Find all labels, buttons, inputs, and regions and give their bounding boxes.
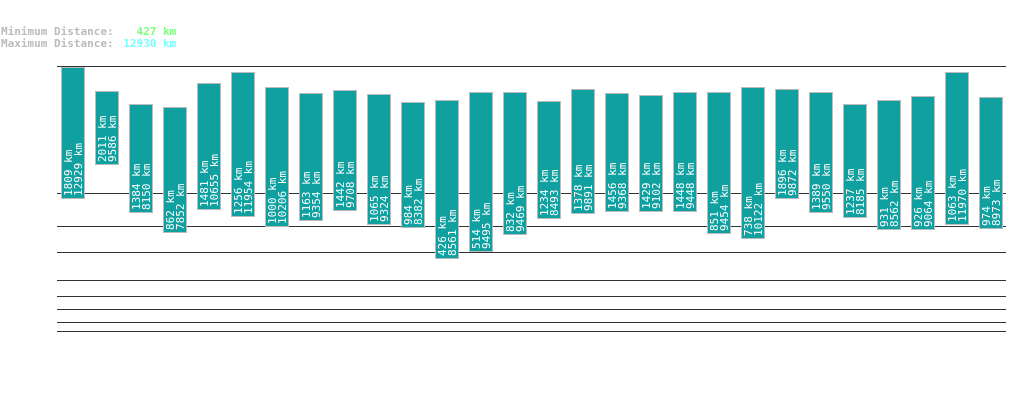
min-distance-label: 974 km [980,186,993,226]
max-distance-label: 9448 km [684,162,697,209]
distance-bar [163,107,187,233]
min-distance-label: 514 km [470,209,483,249]
max-distance-label: 9708 km [344,161,357,208]
min-distance-label: 984 km [402,185,415,225]
distance-bar [231,72,255,217]
min-distance-label: 926 km [912,187,925,227]
max-distance-label: 8382 km [412,178,425,225]
distance-bar [877,100,901,230]
min-distance-label: 1429 km [640,162,653,209]
max-distance-label: 9102 km [650,162,663,209]
min-distance-label: 738 km [742,196,755,236]
distance-bar [979,97,1003,229]
min-distance-label: 426 km [436,216,449,256]
min-distance-label: 1481 km [198,160,211,207]
distance-bar [197,83,221,210]
max-distance-label: 12929 km [72,143,85,196]
distance-bar [911,96,935,230]
max-distance-label: Maximum Distance: [1,37,114,50]
max-distance-label: 8562 km [888,180,901,227]
min-distance-label: 832 km [504,192,517,232]
min-distance-label: 1256 km [232,167,245,214]
distance-bar [775,89,799,199]
distance-bar [333,90,357,211]
distance-bar [265,87,289,227]
max-distance-label: 9064 km [922,180,935,227]
distance-bar [571,89,595,214]
min-distance-label: 1442 km [334,161,347,208]
max-distance-label: 9586 km [106,115,119,162]
distance-bar [605,93,629,212]
max-distance-label: 11970 km [956,169,969,222]
max-distance-label: 9872 km [786,149,799,196]
min-distance-label: 1809 km [62,149,75,196]
min-distance-label: 1448 km [674,162,687,209]
distance-bar [469,92,493,252]
distance-bar [95,91,119,165]
distance-bar [809,92,833,213]
min-distance-label: 1065 km [368,175,381,222]
max-distance-label: 10655 km [208,154,221,207]
max-distance-label: 8973 km [990,179,1003,226]
min-distance-label: 1456 km [606,162,619,209]
min-distance-label: 1896 km [776,149,789,196]
distance-bar [639,95,663,212]
max-distance-label: 9454 km [718,184,731,231]
max-distance-label: 7852 km [174,183,187,230]
distance-bar [367,94,391,225]
min-distance-label: 851 km [708,191,721,231]
min-distance-label: 1163 km [300,171,313,218]
max-distance-label: 8185 km [854,168,867,215]
distance-bar [435,100,459,259]
max-distance-label: 9550 km [820,163,833,210]
max-distance-label: 9368 km [616,162,629,209]
min-distance-label: 1378 km [572,164,585,211]
distance-bar [299,93,323,221]
min-distance-value: 427 km [136,25,177,38]
max-distance-label: 8150 km [140,163,153,210]
max-distance-label: 9891 km [582,164,595,211]
max-distance-label: 9495 km [480,202,493,249]
distance-bar [707,92,731,234]
min-distance-label: 1063 km [946,175,959,222]
distance-bar [945,72,969,225]
min-distance-label: 931 km [878,187,891,227]
max-distance-label: 11954 km [242,161,255,214]
min-distance-label: 1389 km [810,163,823,210]
min-distance-label: 862 km [164,190,177,230]
distance-bar [61,67,85,199]
distance-bar [673,92,697,212]
max-distance-label: 9354 km [310,171,323,218]
distance-bar [129,104,153,213]
distance-bar [401,102,425,228]
max-distance-label: 9469 km [514,185,527,232]
min-distance-label: 2011 km [96,115,109,162]
distance-bar [741,87,765,239]
distance-bar [843,104,867,218]
max-distance-label: 10122 km [752,183,765,236]
max-distance-value: 12930 km [123,37,177,50]
max-distance-summary: Maximum Distance: 12930 km [1,38,176,49]
max-distance-label: 10206 km [276,171,289,224]
min-distance-label: 1384 km [130,163,143,210]
distance-bar [537,101,561,219]
min-distance-label: Minimum Distance: [1,25,114,38]
min-distance-label: 1234 km [538,169,551,216]
min-distance-summary: Minimum Distance: 427 km [1,26,176,37]
max-distance-label: 9324 km [378,175,391,222]
max-distance-label: 8493 km [548,169,561,216]
min-distance-label: 1000 km [266,177,279,224]
distance-bar [503,92,527,235]
min-distance-label: 1237 km [844,168,857,215]
max-distance-label: 8561 km [446,209,459,256]
